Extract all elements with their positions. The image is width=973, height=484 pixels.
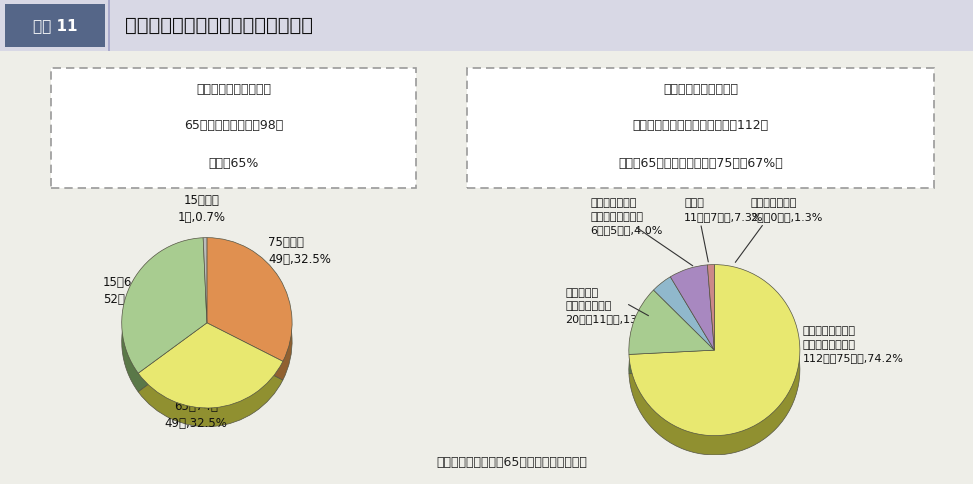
Text: 倒壊した家屋の
下敷きによる死者
6人（5人）,4.0%: 倒壊した家屋の 下敷きによる死者 6人（5人）,4.0% (591, 198, 663, 235)
Wedge shape (629, 290, 714, 354)
Wedge shape (629, 265, 800, 436)
Text: 雪崩による死者
2人（0人）,1.3%: 雪崩による死者 2人（0人）,1.3% (750, 198, 822, 222)
Text: 65～74歳
49人,32.5%: 65～74歳 49人,32.5% (164, 400, 228, 430)
Wedge shape (670, 265, 714, 350)
Wedge shape (629, 284, 800, 455)
Text: 屋根からの
落雪による死者
20人（11人）,13.2%: 屋根からの 落雪による死者 20人（11人）,13.2% (565, 288, 659, 324)
Bar (5, 4, 105, 47)
Bar (108, 0, 110, 51)
Wedge shape (707, 284, 714, 369)
Wedge shape (629, 309, 714, 374)
FancyBboxPatch shape (467, 68, 934, 188)
Wedge shape (207, 238, 292, 362)
Text: （死者の原因別内訳）: （死者の原因別内訳） (663, 83, 739, 95)
Wedge shape (122, 257, 207, 392)
Wedge shape (203, 257, 207, 342)
Wedge shape (138, 323, 283, 408)
Wedge shape (707, 265, 714, 350)
Text: 15歳未満
1人,0.7%: 15歳未満 1人,0.7% (178, 195, 226, 224)
Text: （死者の年齢別内訳）: （死者の年齢別内訳） (196, 83, 271, 95)
FancyBboxPatch shape (51, 68, 416, 188)
Text: 平成１８年豪雪における高齢者被害: 平成１８年豪雪における高齢者被害 (125, 16, 313, 35)
Text: その他
11人（7人）,7.3%: その他 11人（7人）,7.3% (684, 198, 764, 222)
Wedge shape (654, 277, 714, 350)
Text: 屋根の雪下ろし・
除雪作業中の死者
112人（75人）,74.2%: 屋根の雪下ろし・ 除雪作業中の死者 112人（75人）,74.2% (803, 326, 904, 363)
Wedge shape (203, 238, 207, 323)
Text: うち，65歳以上の高齢者が75人（67%）: うち，65歳以上の高齢者が75人（67%） (618, 157, 783, 170)
Text: 15～64歳
52人,34.4%: 15～64歳 52人,34.4% (103, 276, 166, 306)
Wedge shape (207, 257, 292, 380)
Text: （注）　カッコ内は65歳以上の高齢者の数: （注） カッコ内は65歳以上の高齢者の数 (436, 456, 587, 469)
Text: 全体の65%: 全体の65% (208, 157, 259, 170)
Wedge shape (122, 238, 207, 373)
Wedge shape (670, 284, 714, 369)
Text: 図表 11: 図表 11 (33, 18, 77, 33)
Wedge shape (138, 342, 283, 426)
Text: 75歳以上
49人,32.5%: 75歳以上 49人,32.5% (269, 236, 331, 266)
Text: 65歳以上の高齢者が98人: 65歳以上の高齢者が98人 (184, 119, 283, 132)
Text: 屋根の雪下ろし・除雪作業中が112人: 屋根の雪下ろし・除雪作業中が112人 (632, 119, 769, 132)
Wedge shape (654, 296, 714, 369)
